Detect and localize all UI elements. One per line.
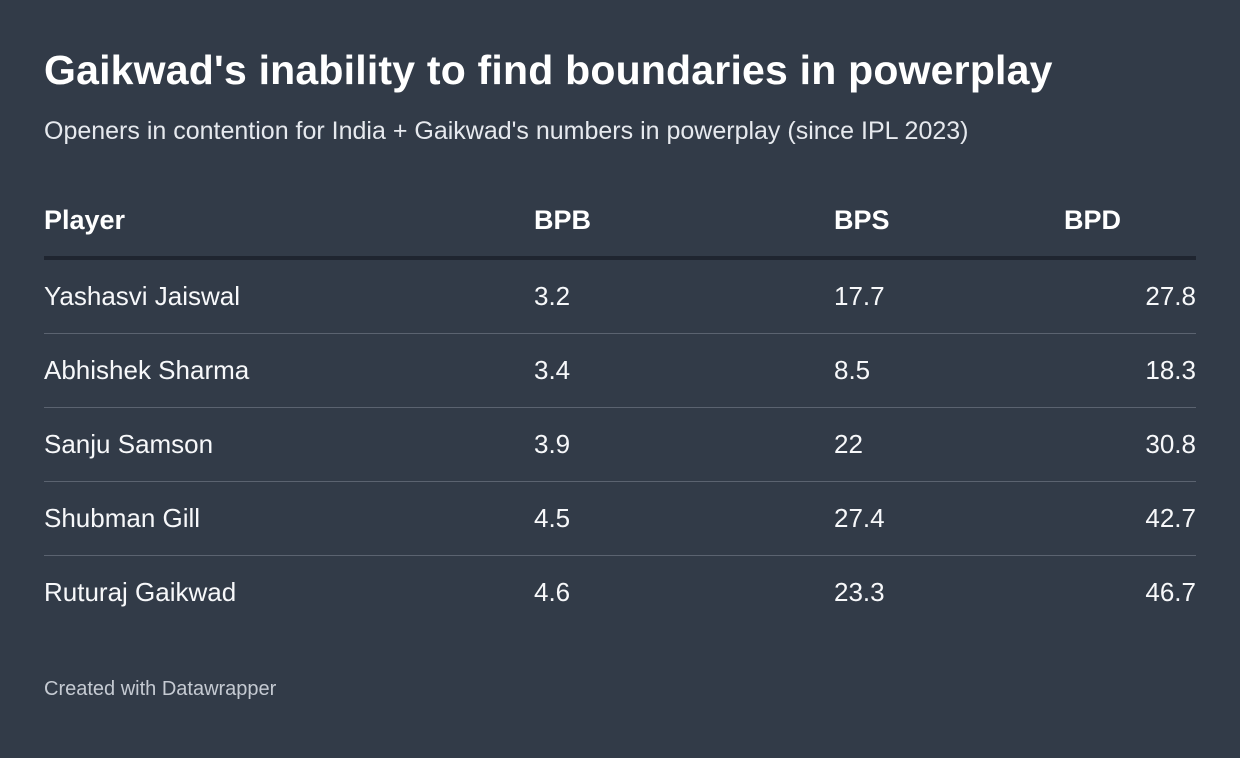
table-header-row: Player BPB BPS BPD — [44, 184, 1196, 260]
cell-bpd: 18.3 — [1064, 333, 1196, 408]
cell-bpd: 42.7 — [1064, 481, 1196, 556]
cell-bpb: 4.6 — [534, 577, 571, 607]
credit-footer: Created with Datawrapper — [44, 678, 277, 700]
column-header-bpb: BPB — [534, 184, 834, 260]
cell-bps: 8.5 — [834, 333, 1064, 408]
column-header-bpd: BPD — [1064, 184, 1196, 260]
cell-bps: 27.4 — [834, 481, 1064, 556]
table-row: Yashasvi Jaiswal 3.2 17.7 27.8 — [44, 258, 1196, 334]
table-row: Sanju Samson 3.9 22 30.8 — [44, 407, 1196, 482]
cell-player: Ruturaj Gaikwad — [44, 577, 237, 607]
cell-player: Sanju Samson — [44, 407, 534, 482]
column-header-player: Player — [44, 184, 534, 260]
table-row: Shubman Gill 4.5 27.4 42.7 — [44, 481, 1196, 556]
cell-player: Yashasvi Jaiswal — [44, 258, 534, 334]
cell-bpb: 3.9 — [534, 407, 834, 482]
cell-bpb: 3.2 — [534, 258, 834, 334]
cell-bps: 17.7 — [834, 258, 1064, 334]
table-row: Abhishek Sharma 3.4 8.5 18.3 — [44, 333, 1196, 408]
cell-bps-value: 27.4 — [834, 503, 885, 533]
cell-bps-value: 22 — [834, 429, 863, 459]
cell-bpb: 4.5 — [534, 481, 834, 556]
cell-bps: 22 — [834, 407, 1064, 482]
cell-player: Shubman Gill — [44, 481, 534, 556]
chart-title: Gaikwad's inability to find boundaries i… — [44, 47, 1053, 93]
chart-subtitle: Openers in contention for India + Gaikwa… — [44, 117, 969, 145]
stats-table: Player BPB BPS BPD Yashasvi Jaiswal 3.2 … — [44, 184, 1196, 629]
cell-bpd: 46.7 — [1145, 577, 1196, 607]
table-row: Ruturaj Gaikwad 4.6 23.3 46.7 — [44, 556, 1196, 630]
column-header-bps: BPS — [834, 184, 1064, 260]
cell-bps-value: 8.5 — [834, 355, 871, 385]
cell-bpd: 27.8 — [1064, 258, 1196, 334]
cell-bps: 23.3 — [834, 556, 1064, 630]
cell-bps-value: 17.7 — [834, 281, 885, 311]
cell-player: Abhishek Sharma — [44, 333, 534, 408]
cell-bpd: 30.8 — [1064, 407, 1196, 482]
cell-bps-value: 23.3 — [834, 577, 885, 607]
cell-bpb: 3.4 — [534, 333, 834, 408]
